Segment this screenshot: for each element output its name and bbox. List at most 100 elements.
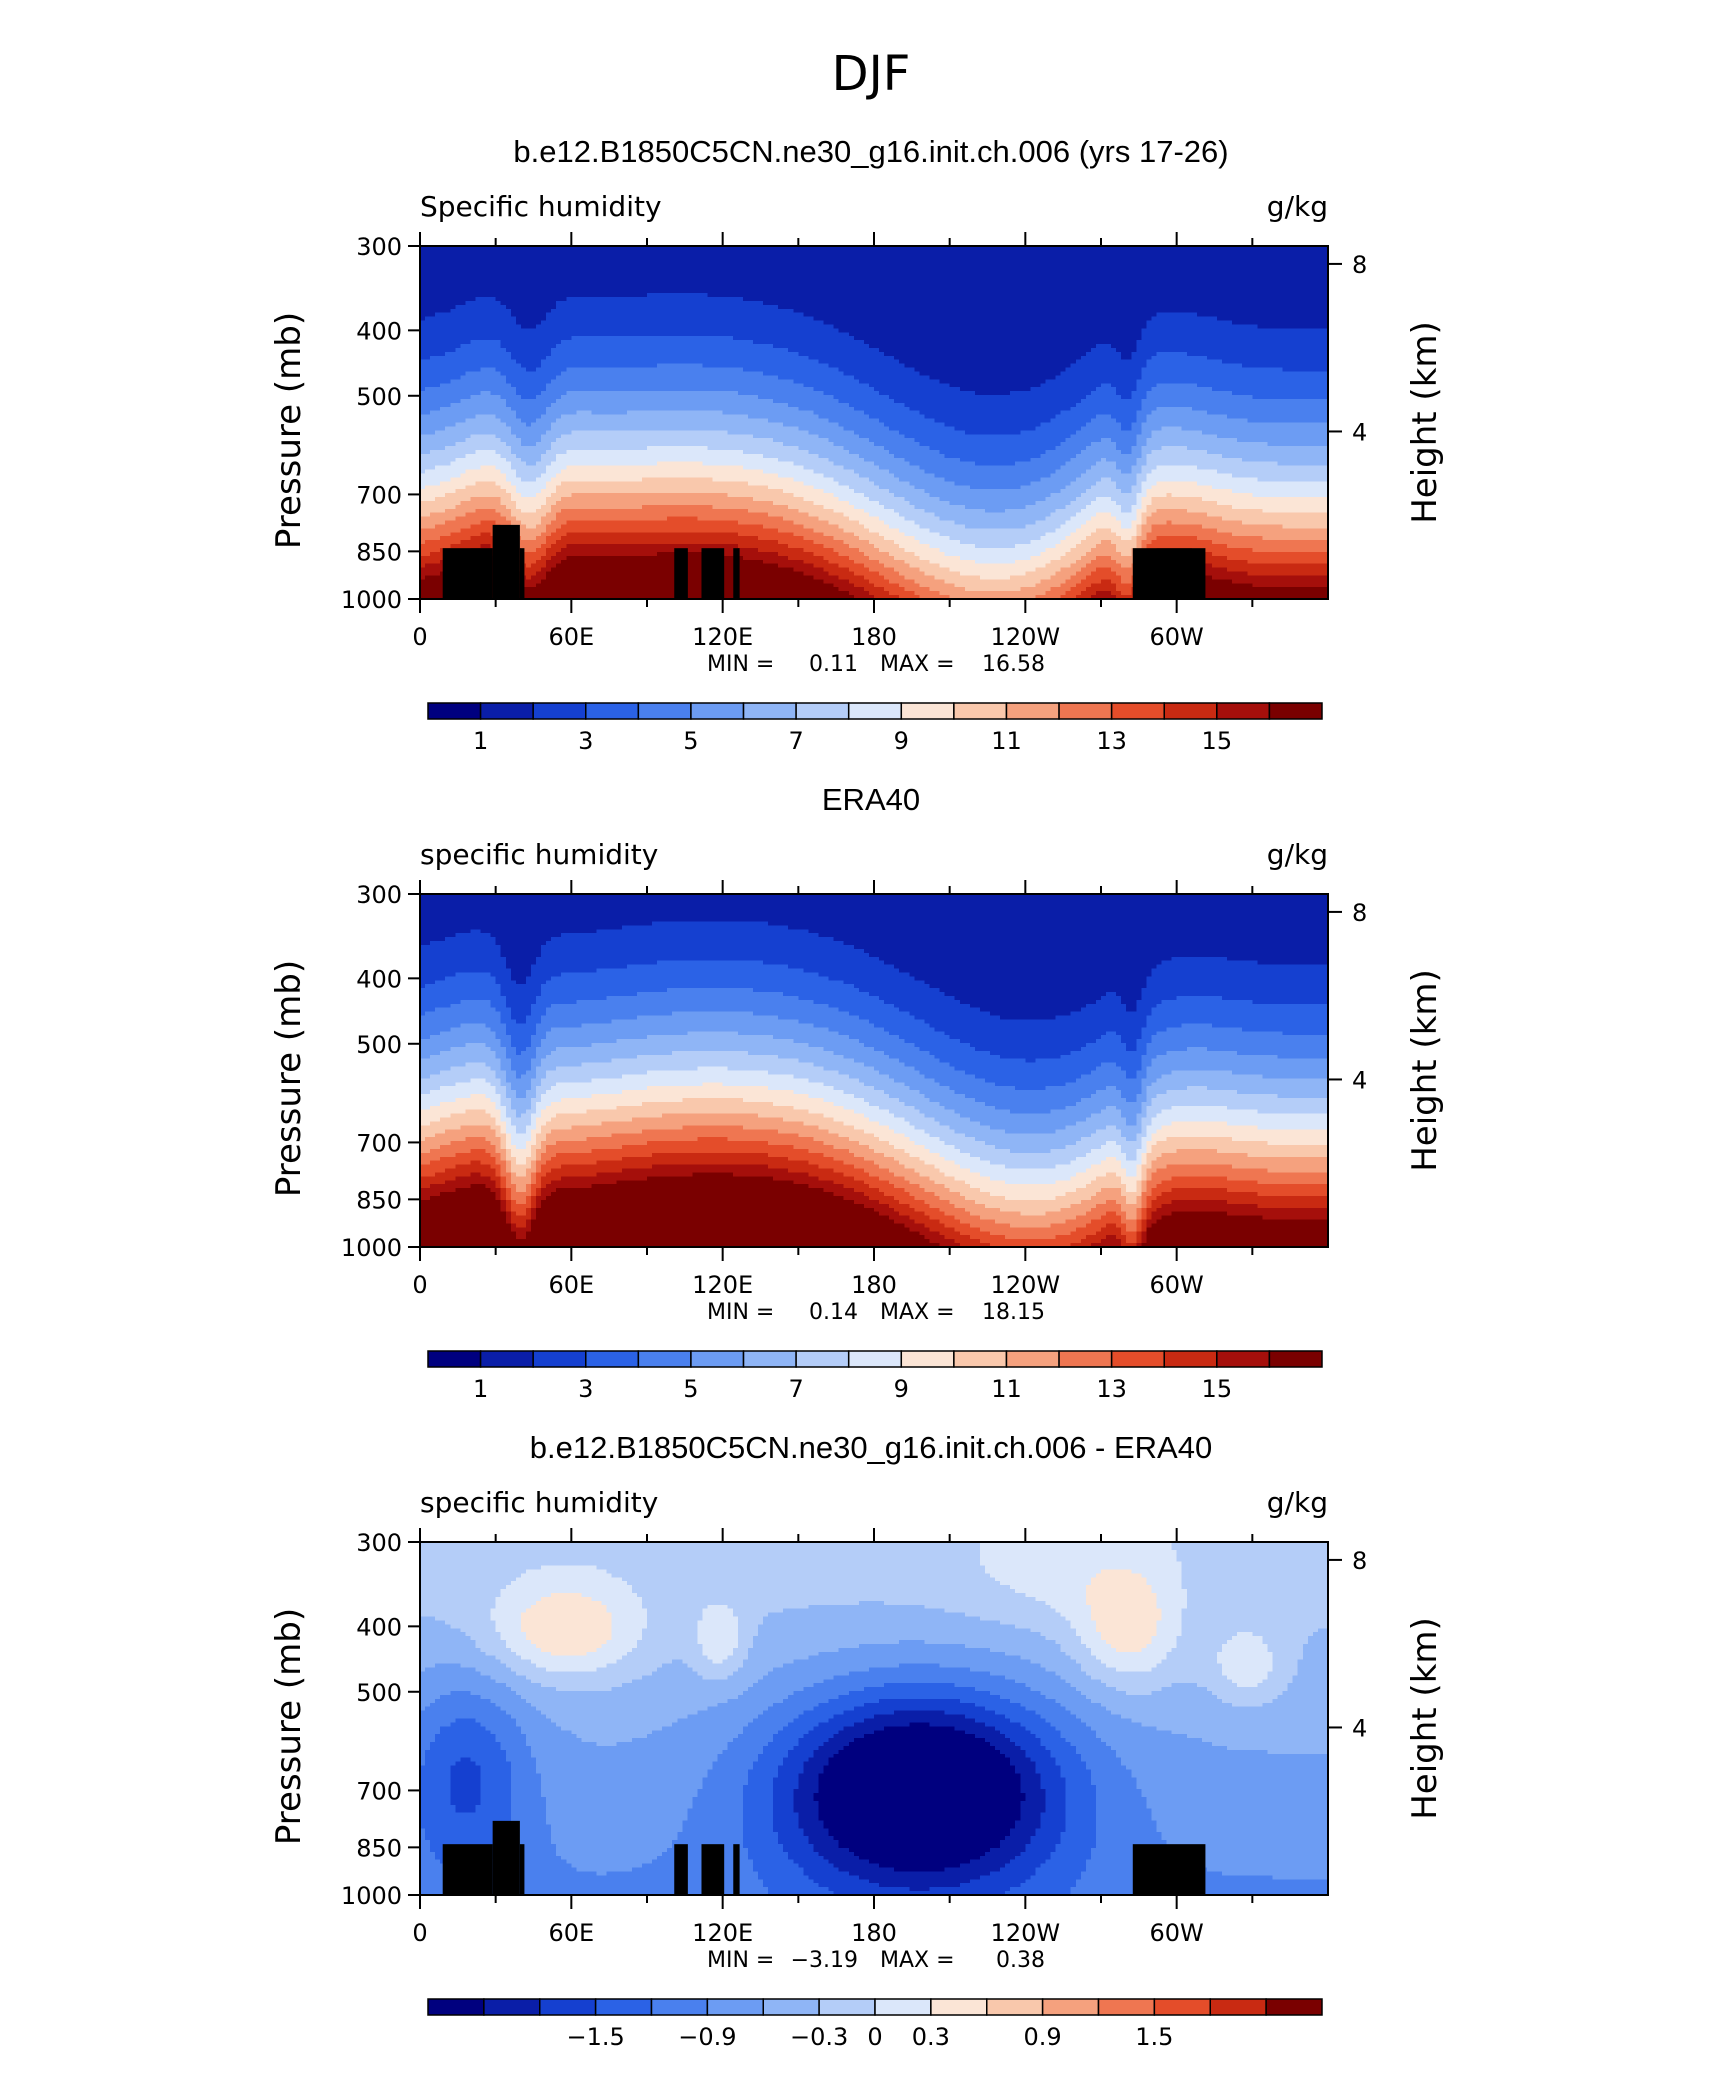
contour-cell — [551, 340, 557, 345]
contour-cell — [1136, 344, 1142, 349]
contour-cell — [768, 304, 774, 310]
contour-cell — [974, 281, 981, 286]
contour-cell — [1075, 296, 1082, 302]
contour-cell — [1277, 344, 1284, 349]
contour-cell — [586, 281, 593, 286]
contour-cell — [1257, 340, 1264, 345]
contour-cell — [682, 351, 688, 357]
contour-cell — [763, 253, 769, 259]
contour-cell — [773, 344, 779, 349]
contour-cell — [964, 285, 971, 290]
contour-cell — [1111, 312, 1117, 318]
contour-cell — [813, 293, 820, 298]
contour-cell — [490, 324, 497, 329]
contour-cell — [974, 324, 981, 329]
contour-cell — [924, 296, 931, 302]
contour-cell — [1126, 257, 1132, 263]
contour-cell — [879, 347, 885, 353]
contour-cell — [727, 344, 734, 349]
contour-cell — [500, 293, 507, 298]
contour-cell — [879, 273, 885, 278]
contour-cell — [1312, 320, 1319, 326]
contour-cell — [505, 293, 512, 298]
contour-cell — [445, 281, 451, 286]
contour-cell — [490, 269, 497, 275]
contour-cell — [1070, 293, 1077, 298]
contour-cell — [1272, 246, 1279, 251]
contour-cell — [833, 277, 840, 282]
contour-cell — [1005, 316, 1011, 322]
contour-cell — [737, 273, 744, 278]
contour-cell — [667, 320, 673, 326]
contour-cell — [546, 304, 552, 310]
contour-cell — [904, 347, 910, 353]
contour-cell — [773, 316, 779, 322]
contour-cell — [1055, 265, 1062, 271]
contour-cell — [1025, 273, 1031, 278]
contour-cell — [601, 293, 608, 298]
contour-cell — [929, 316, 936, 322]
contour-cell — [1277, 289, 1284, 294]
contour-cell — [1292, 328, 1299, 333]
contour-cell — [1121, 273, 1127, 278]
contour-cell — [455, 281, 461, 286]
contour-cell — [1065, 328, 1072, 333]
contour-cell — [1317, 281, 1324, 286]
contour-cell — [1297, 308, 1304, 314]
contour-cell — [884, 281, 890, 286]
contour-cell — [793, 269, 799, 275]
contour-cell — [868, 312, 875, 318]
contour-cell — [757, 293, 764, 298]
contour-cell — [641, 304, 648, 310]
contour-cell — [828, 253, 835, 259]
contour-cell — [818, 253, 825, 259]
contour-cell — [995, 328, 1001, 333]
contour-cell — [490, 265, 497, 271]
contour-cell — [959, 265, 966, 271]
contour-cell — [894, 281, 900, 286]
contour-cell — [465, 336, 472, 341]
contour-cell — [722, 265, 729, 271]
contour-cell — [1141, 269, 1147, 275]
contour-cell — [1282, 316, 1289, 322]
contour-cell — [652, 281, 658, 286]
contour-cell — [853, 293, 860, 298]
contour-cell — [722, 246, 729, 251]
contour-cell — [1252, 261, 1258, 267]
contour-cell — [874, 340, 880, 345]
contour-cell — [621, 320, 628, 326]
contour-cell — [692, 296, 699, 302]
contour-cell — [1277, 269, 1284, 275]
contour-cell — [1156, 269, 1163, 275]
contour-cell — [641, 261, 648, 267]
contour-cell — [995, 249, 1001, 255]
contour-cell — [1010, 324, 1016, 329]
contour-cell — [742, 265, 749, 271]
contour-cell — [500, 308, 507, 314]
contour-cell — [1272, 347, 1279, 353]
contour-cell — [420, 257, 426, 263]
contour-cell — [868, 246, 875, 251]
contour-cell — [1242, 246, 1248, 251]
contour-cell — [843, 296, 850, 302]
contour-cell — [530, 304, 537, 310]
contour-cell — [752, 296, 759, 302]
contour-cell — [1191, 249, 1198, 255]
contour-cell — [808, 320, 815, 326]
contour-cell — [1040, 296, 1047, 302]
contour-cell — [803, 308, 810, 314]
contour-cell — [440, 347, 446, 353]
contour-cell — [818, 289, 825, 294]
contour-cell — [1242, 285, 1248, 290]
contour-cell — [1045, 293, 1052, 298]
contour-cell — [838, 316, 845, 322]
contour-cell — [1211, 312, 1218, 318]
contour-cell — [1232, 308, 1238, 314]
contour-cell — [768, 257, 774, 263]
contour-cell — [1015, 285, 1021, 290]
contour-cell — [1075, 324, 1082, 329]
contour-cell — [1181, 289, 1188, 294]
contour-cell — [1312, 261, 1319, 267]
contour-cell — [1196, 261, 1203, 267]
contour-cell — [707, 273, 714, 278]
